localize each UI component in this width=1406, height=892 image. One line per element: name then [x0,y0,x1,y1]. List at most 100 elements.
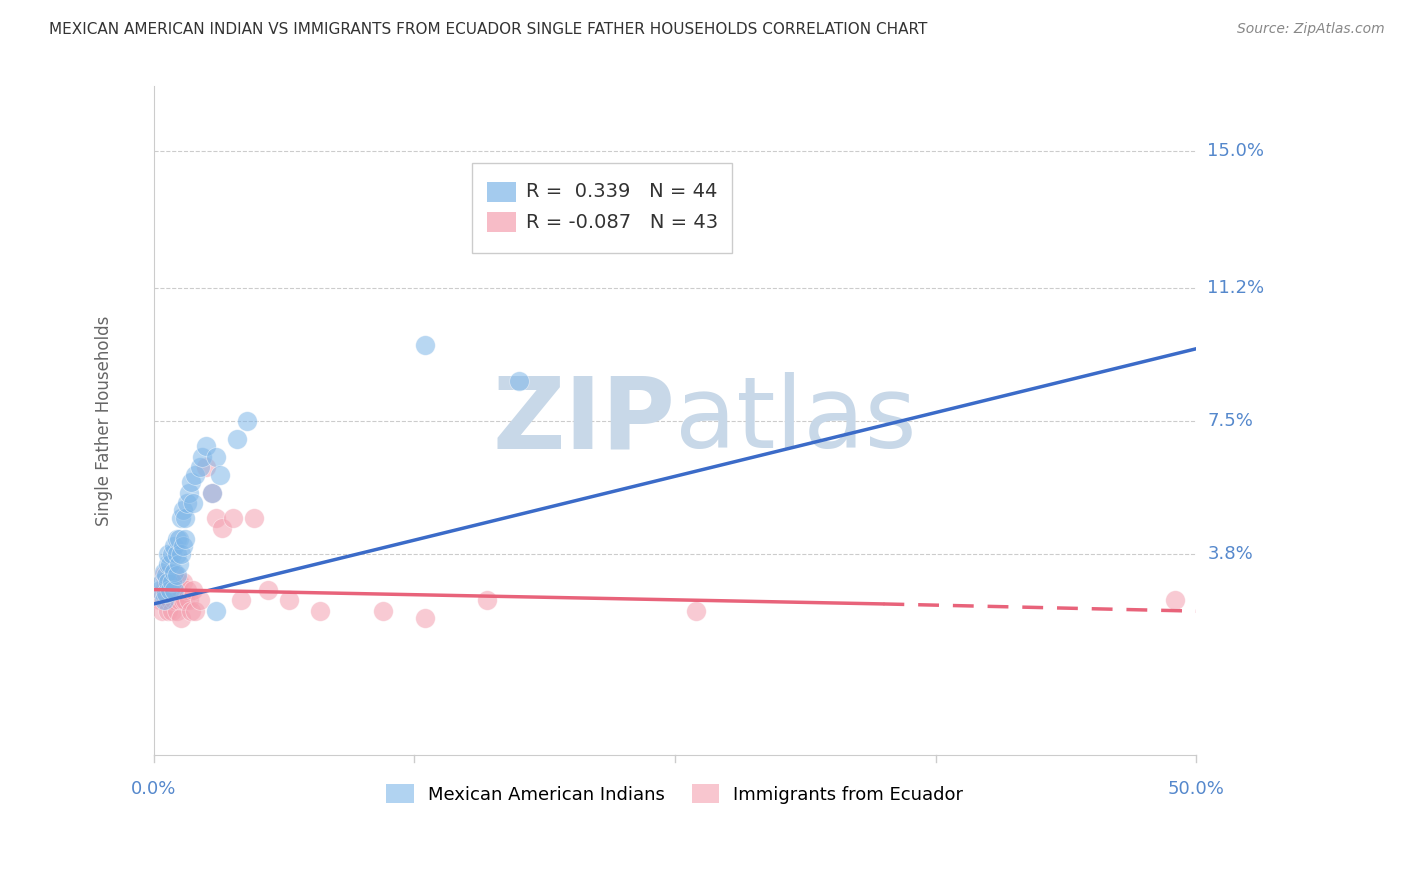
Point [167,575,190,590]
Text: Single Father Households: Single Father Households [94,316,112,525]
Point [184,467,207,482]
Point [149,582,172,597]
Point [176,496,198,510]
Point [309,604,332,618]
Point [170,510,193,524]
Text: atlas: atlas [675,372,917,469]
Point [201,485,224,500]
FancyBboxPatch shape [471,163,733,253]
Point [166,568,188,582]
Point [242,510,264,524]
Point [188,460,211,475]
Point [184,604,207,618]
Point [278,593,301,607]
Point [172,540,194,554]
Point [162,547,184,561]
Point [157,575,180,590]
Point [231,593,253,607]
Point [177,485,200,500]
Point [194,460,217,475]
Text: 15.0%: 15.0% [1208,142,1264,160]
Point [413,338,436,352]
Point [155,568,177,582]
Point [155,586,177,600]
Point [166,582,188,597]
Point [157,582,180,597]
Point [194,439,217,453]
Text: R = -0.087   N = 43: R = -0.087 N = 43 [526,212,718,232]
Point [163,582,186,597]
Text: 3.8%: 3.8% [1208,545,1253,563]
Text: ZIP: ZIP [492,372,675,469]
Point [172,593,194,607]
Point [162,604,184,618]
Point [205,450,228,464]
Point [167,533,190,547]
Point [371,604,394,618]
Point [166,547,188,561]
Point [685,604,707,618]
Point [170,611,193,625]
Point [174,510,197,524]
Text: Source: ZipAtlas.com: Source: ZipAtlas.com [1237,22,1385,37]
Point [477,593,499,607]
Point [508,374,530,388]
Point [166,604,188,618]
Point [174,533,197,547]
Point [180,604,202,618]
Point [181,496,204,510]
Point [163,593,186,607]
Legend: Mexican American Indians, Immigrants from Ecuador: Mexican American Indians, Immigrants fro… [377,775,973,813]
Point [236,414,259,428]
Text: 0.0%: 0.0% [131,780,176,798]
Text: 7.5%: 7.5% [1208,411,1253,430]
Point [153,593,176,607]
Point [174,593,197,607]
Point [155,575,177,590]
Point [153,565,176,579]
Point [190,450,212,464]
Point [155,593,177,607]
Point [157,604,180,618]
Point [685,216,707,230]
Point [226,432,249,446]
Bar [488,182,516,202]
Text: 50.0%: 50.0% [1168,780,1225,798]
Point [1164,593,1187,607]
Point [157,558,180,572]
Point [257,582,280,597]
Text: MEXICAN AMERICAN INDIAN VS IMMIGRANTS FROM ECUADOR SINGLE FATHER HOUSEHOLDS CORR: MEXICAN AMERICAN INDIAN VS IMMIGRANTS FR… [49,22,928,37]
Point [413,611,436,625]
Point [157,547,180,561]
Point [180,475,202,489]
Point [163,540,186,554]
Point [170,547,193,561]
Point [159,593,181,607]
Point [163,565,186,579]
Point [181,582,204,597]
Text: R =  0.339   N = 44: R = 0.339 N = 44 [526,183,717,202]
Point [162,582,184,597]
Point [201,485,224,500]
Point [153,582,176,597]
Point [222,510,245,524]
Point [150,604,173,618]
Point [209,467,232,482]
Point [163,568,186,582]
Text: 11.2%: 11.2% [1208,278,1264,297]
Point [167,558,190,572]
Point [153,568,176,582]
Point [149,593,172,607]
Bar [488,212,516,232]
Point [172,575,194,590]
Point [205,510,228,524]
Point [150,575,173,590]
Point [159,575,181,590]
Point [188,593,211,607]
Point [205,604,228,618]
Point [159,558,181,572]
Point [211,521,233,535]
Point [159,582,181,597]
Point [172,503,194,517]
Point [167,593,190,607]
